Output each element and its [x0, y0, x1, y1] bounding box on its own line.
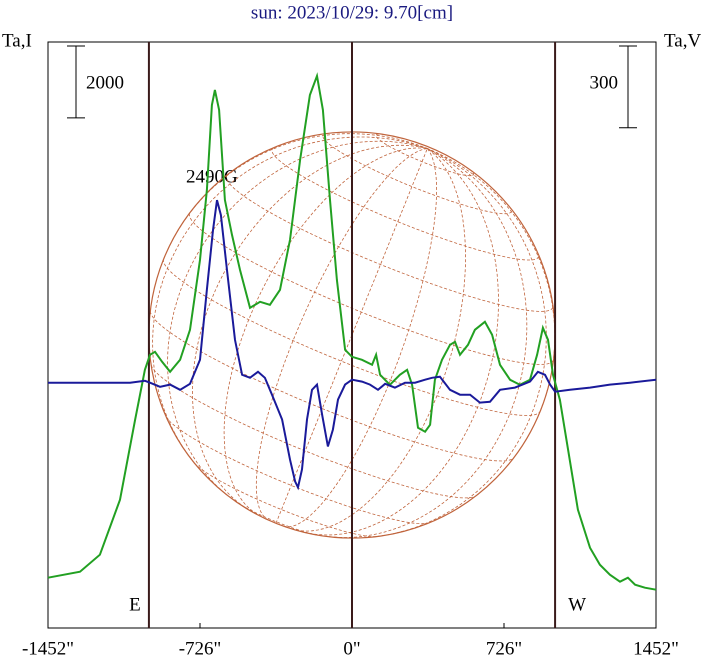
parallel — [188, 213, 554, 365]
x-tick-label: -1452" — [22, 638, 74, 659]
meridian — [376, 148, 547, 537]
scale-bar-label: 300 — [590, 72, 619, 93]
x-tick-label: 0" — [343, 638, 360, 659]
parallel — [271, 147, 540, 261]
x-tick-label: 1452" — [633, 638, 679, 659]
meridian — [329, 148, 528, 538]
parallel — [194, 462, 377, 538]
y2-axis-label: Ta,V — [664, 30, 701, 51]
meridian — [255, 148, 428, 521]
parallel — [162, 258, 541, 416]
series-line — [47, 72, 657, 591]
meridian — [427, 148, 556, 412]
meridian — [223, 147, 428, 515]
parallel — [150, 364, 476, 499]
y-axis-label: Ta,I — [2, 30, 32, 51]
parallel — [236, 501, 319, 536]
scale-bar-label: 2000 — [86, 72, 124, 93]
parallel — [225, 174, 554, 312]
parallel — [375, 133, 475, 177]
series-line — [48, 199, 657, 491]
meridian — [167, 140, 428, 497]
meridian — [275, 148, 428, 524]
meridian — [304, 148, 499, 536]
meridian — [152, 136, 428, 464]
parallel — [165, 416, 430, 525]
parallel — [149, 311, 514, 462]
meridian — [192, 144, 428, 511]
x-tick-label: 726" — [486, 638, 522, 659]
annotation: 2490G — [186, 166, 238, 187]
meridian — [283, 148, 438, 528]
meridian — [295, 148, 467, 532]
limb-label: W — [568, 594, 586, 615]
limb-label: E — [129, 594, 141, 615]
x-tick-label: -726" — [179, 638, 222, 659]
chart-title: sun: 2023/10/29: 9.70[cm] — [251, 2, 453, 23]
